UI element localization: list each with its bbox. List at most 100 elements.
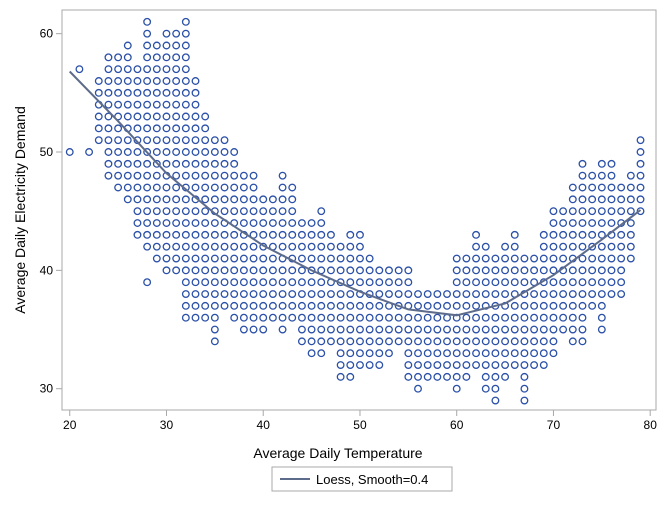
scatter-point <box>133 112 142 121</box>
scatter-point <box>385 266 393 275</box>
scatter-point <box>433 372 442 381</box>
scatter-point <box>326 266 335 275</box>
scatter-point <box>162 148 171 156</box>
scatter-point <box>210 195 219 204</box>
scatter-point <box>462 337 471 346</box>
scatter-point <box>201 254 210 263</box>
scatter-point <box>462 349 471 358</box>
scatter-point <box>172 29 181 38</box>
scatter-point <box>249 313 258 322</box>
scatter-point <box>578 195 587 204</box>
scatter-point <box>539 290 548 298</box>
scatter-point <box>588 266 597 275</box>
scatter-point <box>152 195 161 204</box>
scatter-point <box>443 349 451 358</box>
scatter-point <box>317 254 326 263</box>
scatter-point <box>162 100 171 109</box>
scatter-point <box>152 41 161 50</box>
scatter-point <box>162 195 171 204</box>
scatter-point <box>336 325 345 334</box>
scatter-point <box>549 219 558 227</box>
scatter-point <box>423 349 432 358</box>
scatter-point <box>278 242 287 251</box>
scatter-point <box>481 361 490 369</box>
scatter-point <box>549 230 558 239</box>
scatter-point <box>549 301 558 310</box>
scatter-point <box>133 77 142 85</box>
scatter-point <box>152 148 161 156</box>
scatter-point <box>501 266 510 275</box>
scatter-point <box>472 361 481 369</box>
scatter-point <box>626 219 635 227</box>
scatter-point <box>191 183 200 192</box>
scatter-point <box>162 230 171 239</box>
scatter-point <box>210 230 219 239</box>
scatter-point <box>326 337 335 346</box>
scatter-point <box>162 29 171 38</box>
scatter-point <box>191 148 200 156</box>
scatter-point <box>597 207 606 216</box>
scatter-point <box>336 313 345 322</box>
scatter-point <box>443 337 451 346</box>
scatter-point <box>181 65 190 74</box>
scatter-point <box>162 41 171 50</box>
scatter-point <box>385 325 393 334</box>
scatter-point <box>220 207 229 216</box>
scatter-point <box>452 372 461 381</box>
scatter-point <box>297 219 306 227</box>
scatter-point <box>539 230 548 239</box>
scatter-point <box>123 65 132 74</box>
scatter-point <box>491 349 500 358</box>
scatter-point <box>626 230 635 239</box>
scatter-point <box>114 77 123 85</box>
scatter-point <box>249 195 258 204</box>
scatter-point <box>481 372 490 381</box>
scatter-point <box>491 396 500 405</box>
scatter-point <box>201 290 210 298</box>
scatter-point <box>201 278 210 287</box>
scatter-point <box>259 195 268 204</box>
scatter-point <box>414 384 422 393</box>
scatter-point <box>94 77 103 85</box>
scatter-point <box>365 278 374 287</box>
scatter-point <box>288 301 297 310</box>
scatter-point <box>568 219 577 227</box>
scatter-point <box>181 53 190 62</box>
scatter-point <box>520 266 529 275</box>
scatter-point <box>239 207 248 216</box>
scatter-point <box>617 183 626 192</box>
scatter-point <box>559 290 568 298</box>
scatter-point <box>172 159 181 168</box>
scatter-point <box>268 207 277 216</box>
scatter-point <box>220 148 229 156</box>
scatter-point <box>307 290 316 298</box>
scatter-point <box>201 136 210 145</box>
scatter-point <box>230 230 239 239</box>
scatter-point <box>152 230 161 239</box>
scatter-point <box>268 278 277 287</box>
scatter-point <box>172 124 181 133</box>
scatter-point <box>143 230 152 239</box>
scatter-point <box>201 266 210 275</box>
scatter-point <box>123 112 132 121</box>
scatter-point <box>172 171 181 180</box>
scatter-point <box>481 254 490 263</box>
scatter-point <box>239 242 248 251</box>
scatter-point <box>578 159 587 168</box>
scatter-point <box>472 325 481 334</box>
scatter-point <box>501 372 510 381</box>
x-tick-label: 60 <box>450 418 464 432</box>
scatter-point <box>317 349 326 358</box>
scatter-point <box>578 254 587 263</box>
scatter-point <box>394 266 403 275</box>
scatter-point <box>520 313 529 322</box>
scatter-point <box>172 65 181 74</box>
scatter-point <box>462 361 471 369</box>
scatter-point <box>307 313 316 322</box>
scatter-point <box>152 100 161 109</box>
scatter-point <box>472 266 481 275</box>
scatter-point <box>104 136 113 145</box>
scatter-point <box>288 183 297 192</box>
scatter-point <box>414 313 422 322</box>
scatter-point <box>472 254 481 263</box>
